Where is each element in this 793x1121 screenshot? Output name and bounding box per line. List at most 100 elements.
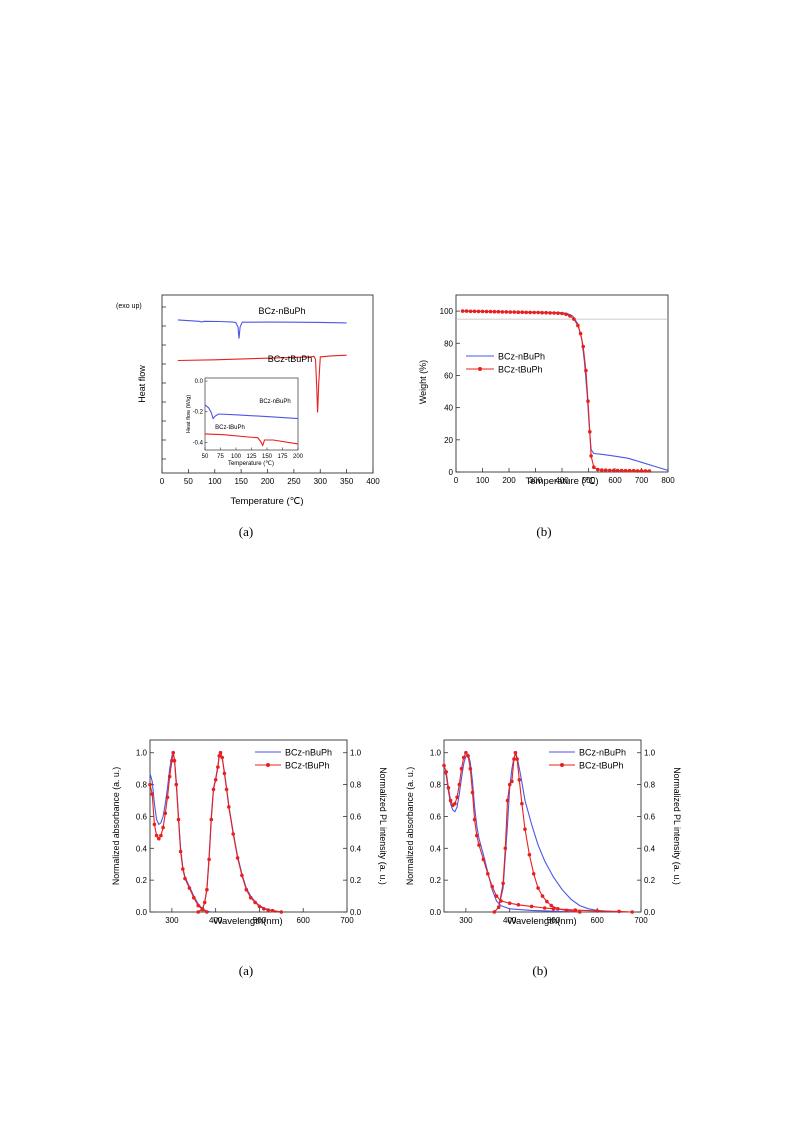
- series-line-dsc-0: [177, 319, 347, 339]
- x-tick-label-5: 250: [287, 477, 301, 486]
- data-point-uv3-3-21: [577, 910, 582, 914]
- data-point-tga-1-12: [508, 310, 513, 314]
- data-point-uv2-3-0: [196, 910, 200, 914]
- data-point-tga-1-25: [560, 311, 564, 316]
- y-tick-label-5: 1.0: [136, 749, 148, 758]
- data-point-uv3-3-9: [515, 757, 519, 761]
- data-point-tga-1-43: [619, 468, 624, 473]
- data-point-uv2-3-10: [218, 750, 223, 755]
- data-point-tga-1-6: [484, 309, 489, 314]
- series-line-tga-1: [462, 310, 650, 472]
- inset-x-tick-label-5: 175: [277, 454, 288, 460]
- data-point-tga-1-27: [568, 314, 572, 318]
- data-point-uv2-2-0: [148, 782, 152, 787]
- data-point-uv3-3-0: [492, 910, 497, 914]
- data-point-uv2-2-5: [159, 833, 163, 838]
- data-point-uv2-3-12: [222, 771, 227, 776]
- data-point-tga-1-26: [564, 312, 568, 317]
- legend-label-1: BCz-tBuPh: [498, 365, 543, 375]
- data-point-uv2-2-17: [183, 876, 187, 881]
- data-point-uv3-3-14: [531, 872, 536, 876]
- data-point-uv2-3-18: [244, 887, 249, 892]
- series-label-0: BCz-nBuPh: [258, 306, 305, 316]
- x-tick-label-1: 100: [476, 476, 490, 485]
- x-tick-label-2: 200: [502, 476, 516, 485]
- data-point-uv3-2-17: [481, 857, 486, 862]
- x-tick-label-5: 500: [582, 476, 596, 485]
- legend-label-1: BCz-tBuPh: [285, 761, 330, 771]
- data-point-tga-1-39: [603, 468, 608, 472]
- x-axis-label: Wavelength(nm): [213, 916, 282, 927]
- data-point-tga-1-0: [460, 309, 465, 313]
- data-point-tga-1-40: [607, 468, 612, 473]
- y2-tick-label-2: 0.4: [644, 844, 656, 853]
- y2-tick-label-1: 0.2: [350, 876, 362, 885]
- data-point-uv3-3-18: [549, 903, 554, 908]
- series-line-uv3-3: [493, 752, 580, 913]
- data-point-uv3-3-15: [536, 886, 540, 890]
- data-point-uv2-3-15: [231, 832, 235, 836]
- data-point-uv2-2-11: [171, 750, 175, 755]
- y2-tick-label-2: 0.4: [350, 844, 362, 853]
- data-point-tga-1-21: [544, 310, 548, 315]
- plot-frame: [149, 739, 348, 913]
- dsc-chart: 0 50 100 150 200 250 300 350 400 (exo up) Heat flo…: [116, 294, 380, 507]
- data-point-uv3-2-8: [459, 766, 464, 771]
- y-tick-label-1: 0.2: [136, 876, 148, 885]
- data-point-uv3-3-13: [527, 852, 532, 857]
- y2-tick-label-3: 0.6: [350, 812, 362, 821]
- data-point-tga-1-10: [500, 310, 505, 314]
- data-point-tga-1-29: [576, 323, 580, 328]
- data-point-uv3-2-26: [551, 907, 556, 911]
- inset-y-tick-label-0: 0.0: [195, 379, 204, 385]
- data-point-uv3-2-13: [470, 790, 475, 795]
- legend-label-1: BCz-tBuPh: [579, 761, 624, 771]
- data-point-tga-1-36: [592, 465, 596, 469]
- data-point-tga-1-34: [588, 430, 592, 434]
- inset-y-tick-label-1: -0.2: [193, 410, 204, 416]
- y-axis-label: Normalized absorbance (a. u.): [111, 767, 121, 885]
- data-point-uv3-2-9: [461, 755, 466, 760]
- data-point-uv3-3-10: [517, 778, 522, 782]
- data-point-tga-1-42: [615, 468, 620, 473]
- data-point-tga-1-30: [578, 331, 583, 336]
- data-point-tga-1-41: [611, 468, 616, 473]
- x-tick-label-8: 800: [661, 476, 675, 485]
- data-point-uv2-3-17: [240, 873, 244, 878]
- data-point-uv3-2-16: [477, 843, 481, 847]
- data-point-tga-1-24: [556, 311, 560, 315]
- data-point-tga-1-37: [596, 467, 600, 472]
- y-tick-label-3: 60: [444, 371, 453, 380]
- y-tick-label-4: 0.8: [430, 781, 442, 790]
- data-point-uv3-2-30: [630, 910, 634, 914]
- data-point-uv3-3-7: [512, 757, 516, 761]
- data-point-tga-1-1: [464, 309, 469, 313]
- y2-tick-label-0: 0.0: [350, 908, 362, 917]
- data-point-uv2-2-8: [165, 795, 170, 800]
- x-tick-label-1: 400: [503, 916, 517, 925]
- inset-x-tick-label-3: 125: [246, 454, 257, 460]
- y2-tick-label-0: 0.0: [644, 908, 656, 917]
- data-point-uv3-3-1: [496, 905, 501, 909]
- y-tick-label-2: 40: [444, 404, 453, 413]
- series-line-tga-0: [462, 310, 669, 471]
- data-point-tga-1-17: [528, 310, 532, 315]
- data-point-uv3-3-12: [523, 827, 527, 831]
- x-tick-label-4: 700: [634, 916, 648, 925]
- y-tick-label-4: 0.8: [136, 781, 148, 790]
- data-point-uv2-3-21: [257, 904, 262, 909]
- data-point-uv3-2-11: [466, 754, 470, 758]
- x-axis-label: Wavelength(nm): [507, 916, 576, 927]
- y2-tick-label-5: 1.0: [644, 749, 656, 758]
- data-point-uv2-2-16: [181, 867, 185, 871]
- inset-x-tick-label-1: 75: [217, 454, 224, 460]
- x-tick-label-4: 700: [340, 916, 354, 925]
- x-tick-label-0: 300: [165, 916, 179, 925]
- y-tick-label-3: 0.6: [430, 812, 442, 821]
- data-point-tga-1-46: [631, 468, 636, 473]
- legend-label-0: BCz-nBuPh: [285, 748, 332, 758]
- data-point-uv3-2-19: [490, 884, 494, 889]
- y-tick-label-5: 100: [440, 307, 454, 316]
- x-tick-label-4: 400: [555, 476, 569, 485]
- data-point-tga-1-45: [627, 468, 632, 473]
